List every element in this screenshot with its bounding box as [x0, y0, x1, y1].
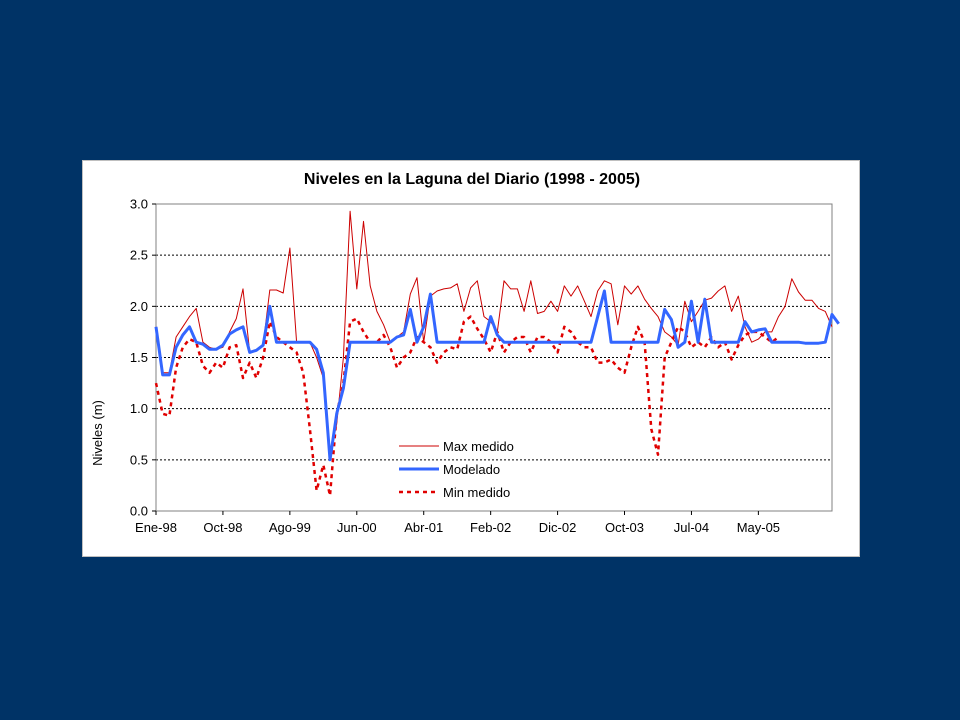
y-axis-title: Niveles (m): [90, 400, 105, 466]
legend-label: Modelado: [443, 462, 500, 477]
x-tick-label: Jul-04: [674, 520, 709, 535]
y-tick-label: 1.0: [130, 401, 148, 416]
chart-title: Niveles en la Laguna del Diario (1998 - …: [304, 171, 640, 188]
y-tick-label: 3.0: [130, 197, 148, 212]
legend: Max medido Modelado Min medido: [399, 439, 514, 500]
x-tick-label: Oct-98: [203, 520, 242, 535]
legend-label: Max medido: [443, 439, 514, 454]
x-tick-label: May-05: [737, 520, 780, 535]
legend-label: Min medido: [443, 485, 510, 500]
series-lines: [154, 210, 840, 497]
y-tick-label: 2.0: [130, 299, 148, 314]
x-tick-label: Abr-01: [404, 520, 443, 535]
y-tick-label: 0.0: [130, 504, 148, 519]
axes: 0.0 0.5 1.0 1.5 2.0 2.5 3.0 Ene-98 Oct-98 Ago-99 J…: [130, 197, 833, 535]
x-tick-label: Feb-02: [470, 520, 511, 535]
x-tick-label: Oct-03: [605, 520, 644, 535]
chart-frame: Niveles en la Laguna del Diario (1998 - …: [82, 160, 860, 557]
series-max-medido: [155, 210, 833, 456]
y-tick-label: 1.5: [130, 350, 148, 365]
x-tick-label: Ene-98: [135, 520, 177, 535]
y-tick-label: 0.5: [130, 452, 148, 467]
series-modelado: [154, 289, 840, 462]
x-tick-label: Ago-99: [269, 520, 311, 535]
y-tick-label: 2.5: [130, 248, 148, 263]
x-tick-label: Dic-02: [539, 520, 577, 535]
line-chart: Niveles en la Laguna del Diario (1998 - …: [90, 171, 840, 535]
x-tick-label: Jun-00: [337, 520, 377, 535]
